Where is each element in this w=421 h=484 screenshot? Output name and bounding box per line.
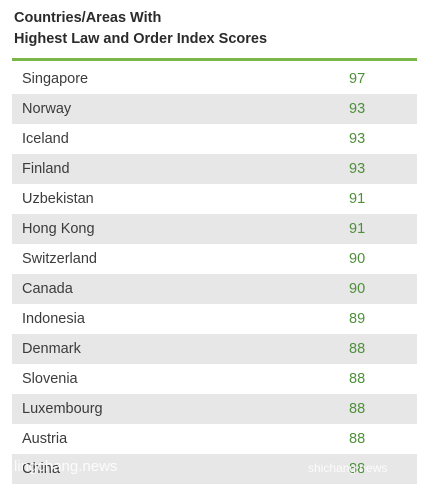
country-name: Uzbekistan	[22, 191, 94, 207]
score-value: 89	[349, 311, 366, 327]
table-row: Denmark 88	[12, 334, 417, 364]
table-row: Indonesia 89	[12, 304, 417, 334]
table-row: Norway 93	[12, 94, 417, 124]
table-row: Uzbekistan 91	[12, 184, 417, 214]
score-value: 88	[349, 371, 366, 387]
score-value: 90	[349, 281, 366, 297]
table-row: Hong Kong 91	[12, 214, 417, 244]
country-name: China	[22, 461, 60, 477]
score-value: 88	[349, 461, 366, 477]
table-row: Singapore 97	[12, 64, 417, 94]
table-row: Canada 90	[12, 274, 417, 304]
score-value: 93	[349, 131, 366, 147]
table-row: Slovenia 88	[12, 364, 417, 394]
country-name: Switzerland	[22, 251, 97, 267]
chart-title-line-1: Countries/Areas With	[14, 10, 162, 26]
country-name: Iceland	[22, 131, 69, 147]
score-value: 91	[349, 221, 366, 237]
score-value: 97	[349, 71, 366, 87]
watermark-right: shichang.news	[308, 461, 388, 475]
score-value: 93	[349, 101, 366, 117]
table-row: Iceland 93	[12, 124, 417, 154]
score-value: 88	[349, 401, 366, 417]
table-row: Switzerland 90	[12, 244, 417, 274]
title-rule	[12, 58, 417, 61]
watermark-left: lingchang.news	[14, 458, 118, 475]
table-row: Finland 93	[12, 154, 417, 184]
country-name: Slovenia	[22, 371, 78, 387]
score-value: 93	[349, 161, 366, 177]
country-name: Austria	[22, 431, 68, 447]
table-row: China 88	[12, 454, 417, 484]
country-name: Hong Kong	[22, 221, 95, 237]
country-name: Denmark	[22, 341, 81, 357]
country-name: Luxembourg	[22, 401, 103, 417]
chart-title-line-2: Highest Law and Order Index Scores	[14, 31, 268, 47]
score-table: Singapore 97 Norway 93 Iceland 93 Finland 93 Uzb…	[12, 64, 417, 484]
country-name: Canada	[22, 281, 73, 297]
country-name: Singapore	[22, 71, 89, 87]
score-value: 90	[349, 251, 366, 267]
country-name: Indonesia	[22, 311, 85, 327]
country-name: Norway	[22, 101, 72, 117]
score-value: 88	[349, 431, 366, 447]
table-row: Luxembourg 88	[12, 394, 417, 424]
score-value: 88	[349, 341, 366, 357]
table-row: Austria 88	[12, 424, 417, 454]
chart-title: Countries/Areas With Highest Law and Ord…	[14, 8, 414, 50]
score-value: 91	[349, 191, 366, 207]
country-name: Finland	[22, 161, 70, 177]
